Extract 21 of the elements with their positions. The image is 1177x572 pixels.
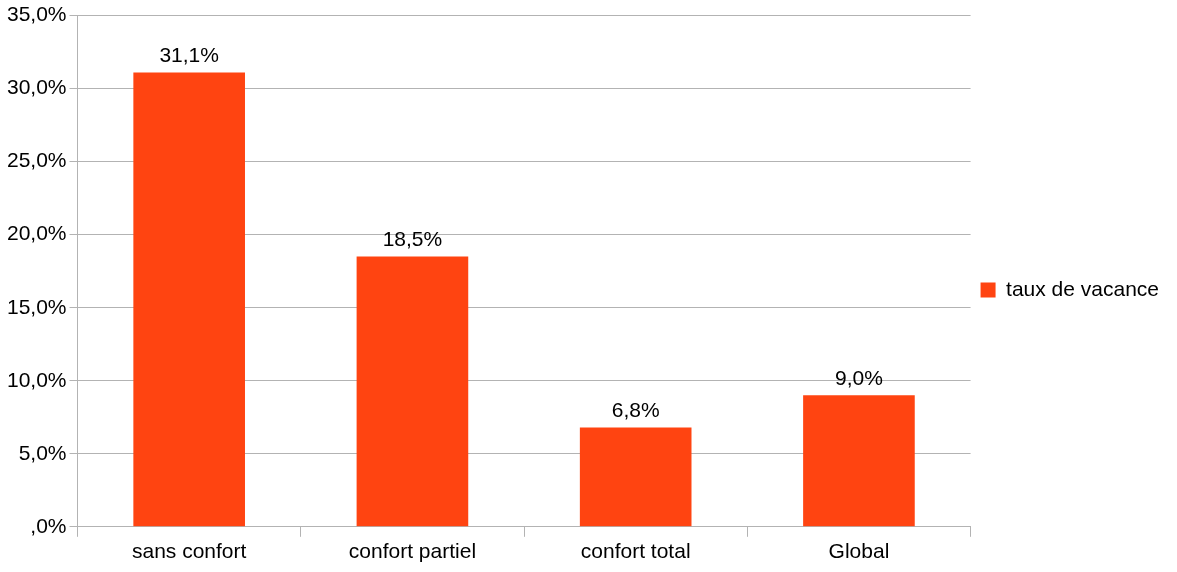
y-tick-label: 5,0% xyxy=(18,440,67,464)
x-tick-label: sans confort xyxy=(131,539,247,563)
y-tick-label: 25,0% xyxy=(7,148,67,172)
text: 9,0% xyxy=(835,365,883,389)
y-tick-label: 10,0% xyxy=(7,367,67,391)
x-tick-label: confort partiel xyxy=(348,539,477,563)
text: 31,1% xyxy=(159,42,219,66)
bar xyxy=(356,256,469,527)
bar xyxy=(579,427,692,527)
bar xyxy=(803,395,915,527)
y-tick-label: 35,0% xyxy=(7,2,67,26)
text: 18,5% xyxy=(382,226,443,250)
y-tick-label: 15,0% xyxy=(7,294,67,318)
x-tick-label: confort total xyxy=(580,539,691,563)
text: 6,8% xyxy=(611,397,660,421)
y-tick-label: 30,0% xyxy=(7,75,67,99)
y-tick-label: 20,0% xyxy=(7,221,67,245)
y-tick-label: ,0% xyxy=(30,513,67,537)
x-tick-label: Global xyxy=(828,539,890,563)
bar xyxy=(133,72,245,527)
legend-label: taux de vacance xyxy=(1006,276,1159,300)
